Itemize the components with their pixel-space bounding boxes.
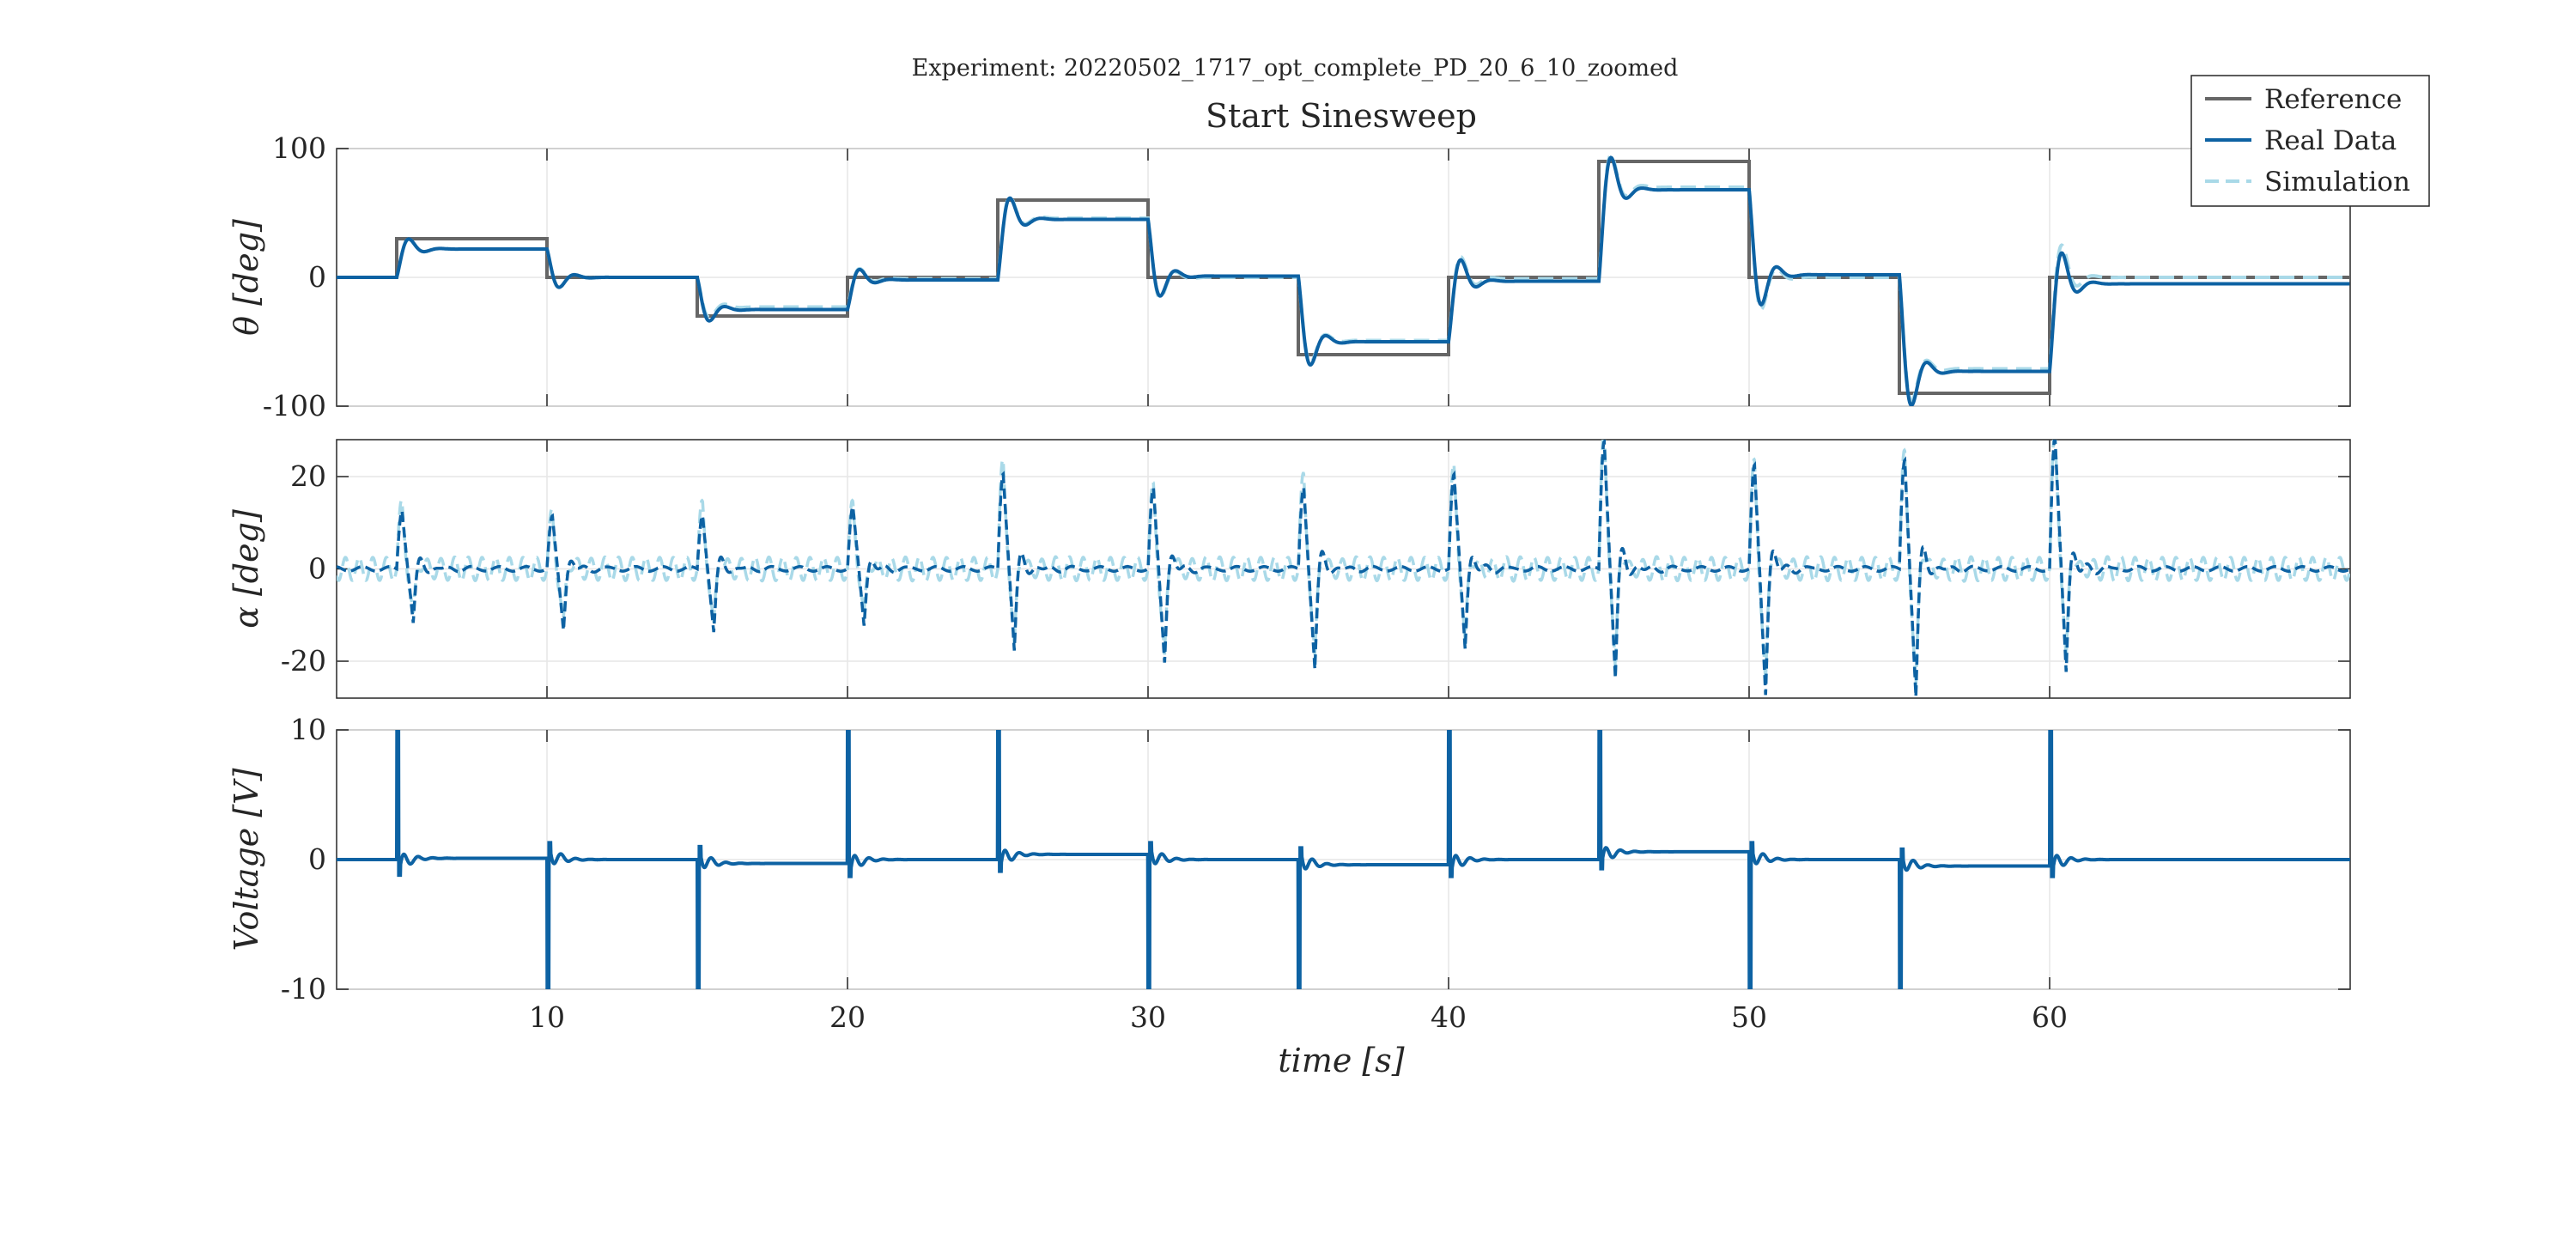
theta-y-tick-label: 0: [308, 260, 326, 294]
theta-plot-area: [337, 153, 2350, 406]
theta-subplot: 100 0 -100 θ [deg]: [228, 131, 2351, 422]
voltage-y-tick-label: -10: [281, 972, 326, 1006]
alpha-y-tick-label: 20: [290, 459, 326, 493]
x-tick-label: 40: [1431, 1000, 1467, 1034]
legend-entry-label: Reference: [2264, 84, 2402, 115]
voltage-y-tick-label: 10: [290, 713, 326, 746]
legend-entry-label: Simulation: [2264, 167, 2410, 198]
voltage-y-tick-label: 0: [308, 842, 326, 876]
alpha-subplot: 20 0 -20 α [deg]: [228, 439, 2351, 699]
voltage-plot-area: [337, 730, 2350, 989]
x-tick-label: 20: [829, 1000, 866, 1034]
legend-entry-label: Real Data: [2264, 125, 2397, 156]
figure-suptitle: Experiment: 20220502_1717_opt_complete_P…: [912, 55, 1679, 82]
voltage-y-axis-label: Voltage [V]: [228, 768, 265, 951]
plot-title: Start Sinesweep: [1206, 97, 1477, 135]
theta-y-tick-label: 100: [272, 131, 326, 165]
voltage-subplot: 10 0 -10 Voltage [V] 10 20 30 40 50 60: [228, 713, 2351, 1034]
alpha-plot-area: [337, 440, 2350, 697]
series-real-data-line: [337, 440, 2350, 697]
series-real-data-line: [337, 155, 2350, 406]
alpha-y-tick-label: -20: [281, 644, 326, 678]
theta-y-tick-label: -100: [263, 389, 326, 422]
series-simulation-line: [337, 440, 2350, 688]
x-tick-label: 50: [1731, 1000, 1767, 1034]
x-axis-label: time [s]: [1278, 1042, 1404, 1079]
x-tick-label: 30: [1130, 1000, 1166, 1034]
legend: Reference Real Data Simulation: [2190, 75, 2430, 207]
x-tick-label: 10: [529, 1000, 565, 1034]
alpha-y-tick-label: 0: [308, 552, 326, 586]
x-tick-label: 60: [2032, 1000, 2068, 1034]
series-voltage-line: [337, 730, 2350, 989]
alpha-y-axis-label: α [deg]: [228, 509, 265, 629]
theta-y-axis-label: θ [deg]: [228, 219, 265, 336]
